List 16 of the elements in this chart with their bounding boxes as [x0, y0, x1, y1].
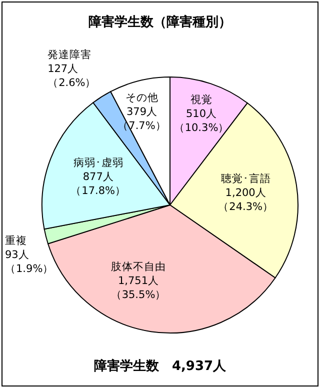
data-label: 877人（17.8%）: [70, 170, 127, 198]
slice-label: その他: [124, 90, 160, 105]
text: 障害学生数 4,937人: [94, 358, 228, 374]
data-label: 1,200人（24.3%）: [217, 186, 274, 214]
slice-label: 肢体不自由: [110, 260, 167, 274]
data-label: 379人（7.7%）: [117, 104, 167, 133]
slice-label: 発達障害: [48, 48, 93, 62]
data-label: 127人（2.6%）: [48, 62, 98, 90]
data-label: 1,751人（35.5%）: [110, 274, 167, 302]
data-label: 93人（1.9%）: [5, 248, 55, 276]
data-label: 510人（10.3%）: [173, 107, 230, 135]
slice-label: 聴覚･言語: [220, 172, 272, 186]
chart-title: 障害学生数（障害種別）: [88, 14, 232, 30]
slice-label: 視覚: [190, 93, 214, 107]
slice-label: 病弱･虚弱: [72, 156, 124, 170]
slice-label: 重複: [5, 234, 28, 248]
